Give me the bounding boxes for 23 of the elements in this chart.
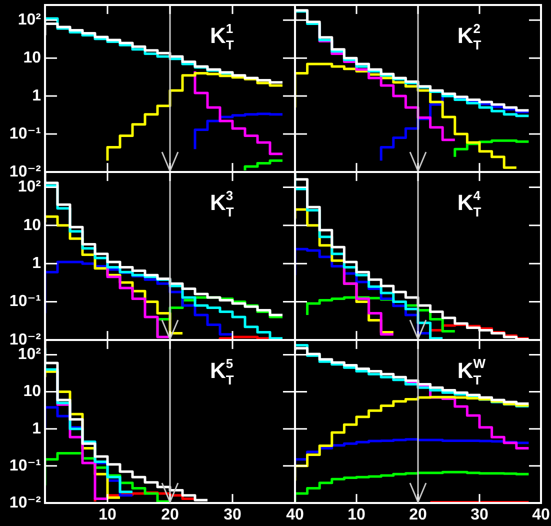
y-tick-label: 1 [32, 420, 42, 438]
x-tick-label: 10 [98, 506, 116, 524]
x-tick-label: 30 [224, 506, 242, 524]
y-tick-label: 10 [23, 383, 42, 400]
x-tick-label: 20 [161, 506, 179, 524]
y-tick-label: 10² [18, 178, 41, 196]
y-tick-label: 1 [32, 255, 42, 272]
y-tick-label: 10² [18, 346, 41, 364]
x-tick-label: 30 [470, 506, 488, 524]
y-tick-label: 10 [23, 216, 42, 234]
y-tick-label: 10⁻² [9, 331, 41, 348]
y-tick-label: 10⁻² [9, 163, 41, 180]
y-tick-label: 10⁻¹ [9, 457, 41, 474]
x-tick-label: 20 [409, 506, 427, 524]
y-tick-label: 10⁻¹ [9, 125, 41, 142]
x-tick-label: 40 [286, 506, 304, 524]
y-tick-label: 10⁻² [9, 494, 41, 512]
y-tick-label: 10² [18, 12, 41, 29]
x-tick-label: 10 [348, 506, 366, 524]
x-tick-label: 40 [532, 506, 550, 524]
y-tick-label: 1 [32, 87, 42, 104]
y-tick-label: 10⁻¹ [9, 293, 41, 310]
y-tick-label: 10 [23, 49, 42, 66]
